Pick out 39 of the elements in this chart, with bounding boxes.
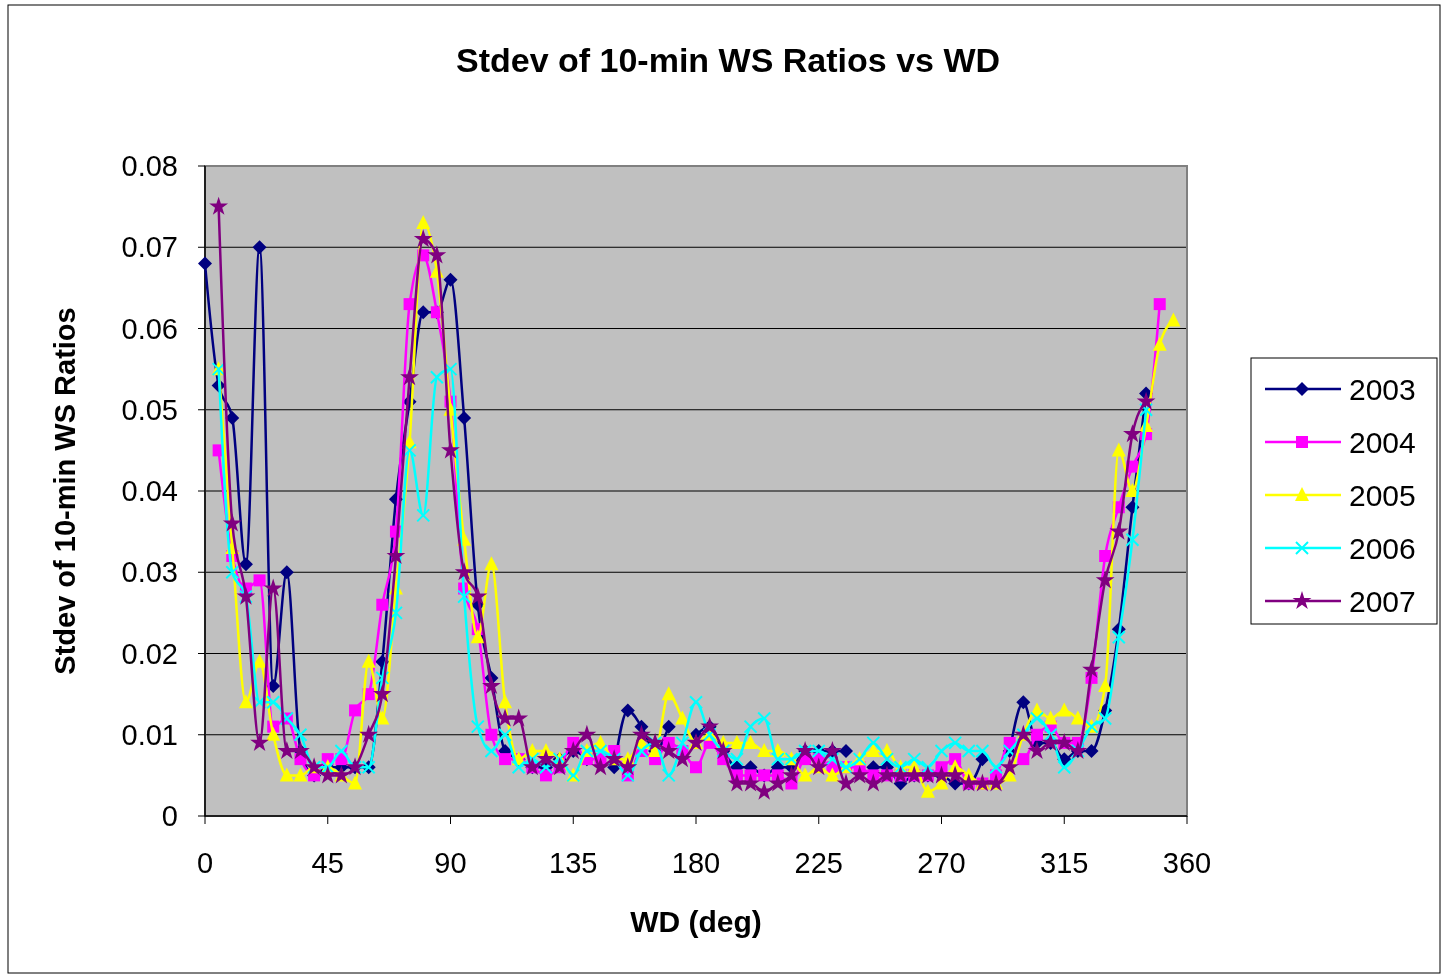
point: [443, 272, 458, 287]
legend-label: 2003: [1349, 373, 1416, 406]
y-tick-label: 0.06: [121, 312, 178, 345]
legend-label: 2005: [1349, 479, 1416, 512]
point: [416, 305, 431, 320]
point: [238, 557, 253, 572]
x-tick-label: 135: [549, 847, 598, 879]
x-tick-label: 0: [196, 847, 214, 879]
point: [620, 703, 635, 718]
legend-label: 2007: [1349, 585, 1416, 618]
y-tick-label: 0.04: [121, 475, 178, 507]
x-tick-label: 315: [1040, 847, 1089, 879]
x-tick-label: 180: [671, 847, 721, 879]
point: [661, 719, 676, 734]
x-tick-label: 45: [311, 847, 344, 879]
y-tick-label: 0.08: [121, 150, 178, 182]
legend-label: 2006: [1349, 532, 1416, 565]
point: [198, 256, 212, 271]
x-tick-label: 360: [1162, 847, 1212, 879]
x-axis-title: WD (deg): [630, 905, 762, 938]
legend-label: 2004: [1349, 426, 1416, 459]
y-tick-label: 0: [161, 800, 178, 832]
point: [252, 240, 267, 255]
point: [279, 565, 294, 580]
x-tick-label: 225: [794, 847, 843, 879]
y-axis-title: Stdev of 10-min WS Ratios: [49, 307, 81, 675]
point: [1084, 744, 1099, 758]
x-tick-label: 90: [434, 847, 467, 879]
y-tick-label: 0.05: [121, 393, 178, 426]
point: [975, 752, 990, 767]
y-tick-label: 0.02: [121, 637, 178, 670]
y-tick-label: 0.03: [121, 556, 178, 589]
point: [1016, 695, 1031, 710]
y-tick-label: 0.07: [121, 231, 178, 264]
x-tick-label: 270: [917, 847, 966, 879]
y-tick-label: 0.01: [121, 718, 178, 751]
point: [457, 410, 472, 425]
chart-title: Stdev of 10-min WS Ratios vs WD: [455, 41, 1001, 79]
point: [839, 744, 854, 758]
